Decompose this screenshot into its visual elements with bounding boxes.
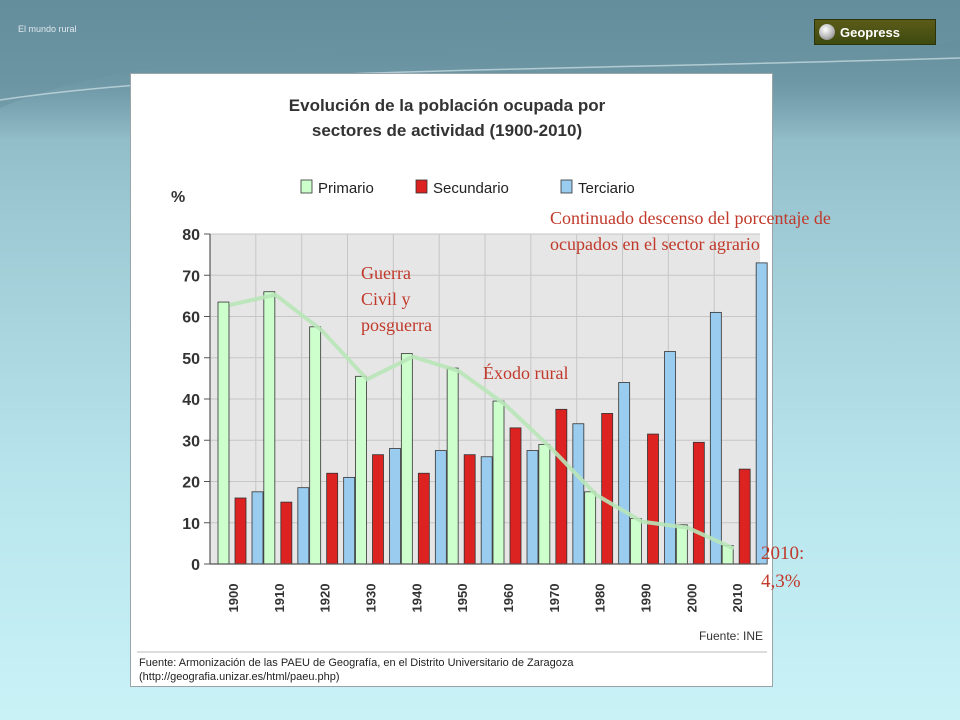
x-tick-label: 1940: [409, 584, 424, 613]
trend-line-primario: [229, 292, 735, 551]
annotation-descenso: Continuado descenso del porcentaje de oc…: [550, 208, 831, 254]
logo-text: Geopress: [840, 24, 900, 40]
bar-terciario-1970: [572, 423, 585, 565]
bar-primario-2000: [675, 524, 688, 565]
bar-secundario-1900: [234, 497, 247, 565]
legend-swatch-primario: [300, 179, 313, 194]
y-tick-label: 80: [182, 227, 200, 244]
bar-primario-1980: [584, 491, 597, 565]
bar-secundario-1940: [417, 472, 430, 565]
x-tick-label: 1980: [593, 584, 608, 613]
annotation-exodo: Éxodo rural: [483, 363, 569, 383]
bar-terciario-2010: [755, 262, 768, 565]
y-tick-label: 60: [182, 310, 200, 327]
bar-terciario-1910: [297, 487, 310, 565]
chart-card: Evolución de la población ocupada por se…: [130, 73, 773, 687]
annotation-guerra: Guerra Civil y posguerra: [361, 263, 432, 335]
footer-line1: Fuente: Armonización de las PAEU de Geog…: [139, 657, 574, 669]
legend-swatch-terciario: [560, 179, 573, 194]
bar-primario-1910: [263, 291, 276, 565]
bar-primario-1940: [400, 353, 413, 565]
legend-label-primario: Primario: [318, 180, 374, 197]
x-tick-label: 2000: [684, 584, 699, 613]
bar-secundario-1960: [509, 427, 522, 565]
bar-secundario-1970: [555, 408, 568, 565]
geopress-logo: Geopress: [814, 19, 936, 45]
bar-secundario-1920: [326, 472, 339, 565]
footer-line2: (http://geografia.unizar.es/html/paeu.ph…: [139, 671, 340, 683]
x-tick-label: 1920: [318, 584, 333, 613]
y-tick-label: 50: [182, 351, 200, 368]
x-tick-label: 1950: [455, 584, 470, 613]
bar-secundario-2000: [692, 441, 705, 565]
bar-primario-1950: [446, 367, 459, 565]
globe-icon: [819, 24, 835, 40]
bar-secundario-1930: [372, 454, 384, 565]
x-tick-label: 1960: [501, 584, 516, 613]
bar-terciario-1900: [251, 491, 264, 565]
bar-terciario-1950: [480, 456, 493, 565]
bar-terciario-1960: [526, 450, 539, 565]
bar-secundario-1980: [601, 413, 614, 565]
x-tick-label: 1990: [638, 584, 653, 613]
bar-secundario-1950: [463, 454, 476, 565]
y-tick-label: 20: [182, 475, 200, 492]
x-tick-label: 1970: [547, 584, 562, 613]
legend-label-terciario: Terciario: [578, 180, 635, 197]
bar-terciario-1920: [343, 476, 356, 565]
x-tick-label: 2010: [730, 584, 745, 613]
x-tick-label: 1930: [363, 584, 378, 613]
annotation-final: 2010: 4,3%: [761, 543, 805, 592]
y-tick-label: 0: [191, 557, 200, 574]
chart-title-line2: sectores de actividad (1900-2010): [312, 121, 582, 140]
bar-secundario-1910: [280, 501, 293, 565]
legend-swatch-secundario: [415, 179, 428, 194]
bar-primario-1900: [217, 301, 230, 565]
bar-primario-1970: [538, 443, 551, 565]
plot-area: 0 10 20 30 40 50 60 70 80 1900 1910 1920 1930 1940 195…: [182, 227, 768, 613]
bar-secundario-1990: [647, 433, 659, 565]
y-tick-label: 30: [182, 433, 200, 450]
x-tick-label: 1900: [226, 584, 241, 613]
legend-label-secundario: Secundario: [433, 180, 509, 197]
bar-primario-1990: [630, 518, 642, 565]
bar-primario-1930: [355, 375, 367, 565]
y-tick-label: 10: [182, 516, 200, 533]
x-tick-label: 1910: [272, 584, 287, 613]
chart-legend: Primario Secundario Terciario: [300, 179, 635, 197]
y-tick-label: 40: [182, 392, 200, 409]
bar-terciario-1930: [389, 448, 401, 565]
bar-terciario-1980: [618, 382, 631, 565]
chart-title-line1: Evolución de la población ocupada por: [289, 96, 606, 115]
bar-terciario-2000: [709, 311, 722, 565]
bar-terciario-1940: [434, 450, 447, 565]
bar-terciario-1990: [664, 351, 676, 565]
bar-primario-1920: [309, 326, 322, 565]
bar-secundario-2010: [738, 468, 751, 565]
slide-header-text: El mundo rural: [18, 24, 77, 34]
source-ine: Fuente: INE: [699, 629, 763, 643]
bar-chart: Evolución de la población ocupada por se…: [137, 96, 768, 683]
y-axis-label: %: [171, 189, 185, 206]
y-tick-label: 70: [182, 268, 200, 285]
bar-primario-1960: [492, 400, 505, 565]
